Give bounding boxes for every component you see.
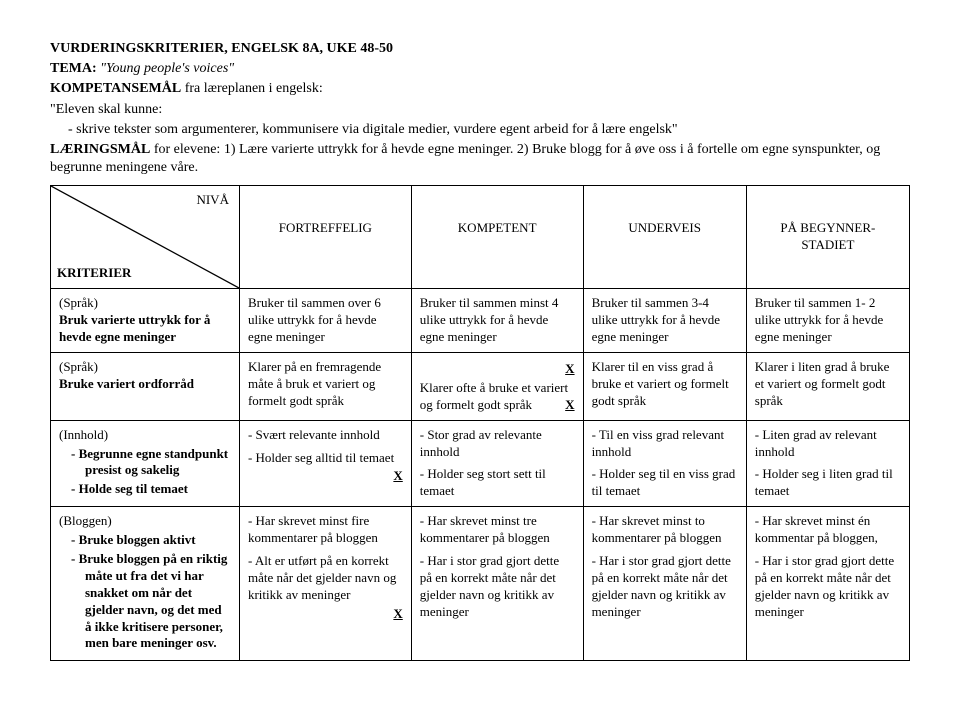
criterion-cell: (Bloggen) Bruke bloggen aktivt Bruke blo… xyxy=(51,507,240,661)
table-row: (Språk) Bruk varierte uttrykk for å hevd… xyxy=(51,289,910,353)
cell-text: - Har skrevet minst to kommentarer på bl… xyxy=(592,513,738,547)
criterion-category: (Innhold) xyxy=(59,427,231,444)
laeringsmaal-line: LÆRINGSMÅL for elevene: 1) Lære varierte… xyxy=(50,141,910,177)
title: VURDERINGSKRITERIER, ENGELSK 8A, UKE 48-… xyxy=(50,40,910,58)
kompetansemaal-line: KOMPETANSEMÅL fra læreplanen i engelsk: xyxy=(50,80,910,98)
bullet-line: - skrive tekster som argumenterer, kommu… xyxy=(50,121,910,139)
cell-fortreffelig: Bruker til sammen over 6 ulike uttrykk f… xyxy=(239,289,411,353)
criterion-cell: (Innhold) Begrunne egne standpunkt presi… xyxy=(51,420,240,507)
cell-kompetent: Bruker til sammen minst 4 ulike uttrykk … xyxy=(411,289,583,353)
cell-text: - Holder seg til en viss grad til temaet xyxy=(592,466,738,500)
cell-text: - Stor grad av relevante innhold xyxy=(420,427,575,461)
cell-begynner: - Har skrevet minst én kommentar på blog… xyxy=(746,507,909,661)
cell-kompetent: X Klarer ofte å bruke et variert og form… xyxy=(411,352,583,420)
cell-underveis: - Har skrevet minst to kommentarer på bl… xyxy=(583,507,746,661)
cell-text: - Liten grad av relevant innhold xyxy=(755,427,901,461)
cell-text: - Har skrevet minst tre kommentarer på b… xyxy=(420,513,575,547)
criterion-category: (Språk) xyxy=(59,295,231,312)
list-item: Begrunne egne standpunkt presist og sake… xyxy=(71,446,231,480)
cell-text: - Holder seg alltid til temaet xyxy=(248,450,403,467)
cell-text: - Har i stor grad gjort dette på en korr… xyxy=(420,553,575,621)
x-mark: X xyxy=(420,361,575,378)
cell-fortreffelig: Klarer på en fremragende måte å bruk et … xyxy=(239,352,411,420)
tema-label: TEMA: xyxy=(50,61,97,76)
kriterier-label: KRITERIER xyxy=(57,265,131,282)
table-row: (Innhold) Begrunne egne standpunkt presi… xyxy=(51,420,910,507)
cell-text: - Holder seg stort sett til temaet xyxy=(420,466,575,500)
cell-begynner: - Liten grad av relevant innhold - Holde… xyxy=(746,420,909,507)
cell-text: Klarer ofte å bruke et variert og formel… xyxy=(420,380,568,412)
laeringsmaal-label: LÆRINGSMÅL xyxy=(50,142,150,157)
cell-underveis: - Til en viss grad relevant innhold - Ho… xyxy=(583,420,746,507)
cell-underveis: Bruker til sammen 3-4 ulike uttrykk for … xyxy=(583,289,746,353)
cell-text: - Holder seg i liten grad til temaet xyxy=(755,466,901,500)
criterion-name: Bruk varierte uttrykk for å hevde egne m… xyxy=(59,312,231,346)
cell-text: - Har i stor grad gjort dette på en korr… xyxy=(755,553,901,621)
criterion-list: Bruke bloggen aktivt Bruke bloggen på en… xyxy=(59,532,231,652)
laeringsmaal-rest: for elevene: 1) Lære varierte uttrykk fo… xyxy=(50,142,880,175)
table-header-row: NIVÅ KRITERIER FORTREFFELIG KOMPETENT UN… xyxy=(51,186,910,289)
criterion-name: Bruke variert ordforråd xyxy=(59,376,231,393)
cell-text: - Har skrevet minst fire kommentarer på … xyxy=(248,513,403,547)
col-header-4: PÅ BEGYNNER-STADIET xyxy=(746,186,909,289)
criterion-category: (Språk) xyxy=(59,359,231,376)
col-header-3: UNDERVEIS xyxy=(583,186,746,289)
cell-text: - Har skrevet minst én kommentar på blog… xyxy=(755,513,901,547)
tema-line: TEMA: "Young people's voices" xyxy=(50,60,910,78)
col-header-2: KOMPETENT xyxy=(411,186,583,289)
cell-text: - Alt er utført på en korrekt måte når d… xyxy=(248,553,403,604)
criterion-category: (Bloggen) xyxy=(59,513,231,530)
table-row: (Språk) Bruke variert ordforråd Klarer p… xyxy=(51,352,910,420)
cell-kompetent: - Har skrevet minst tre kommentarer på b… xyxy=(411,507,583,661)
col-header-1: FORTREFFELIG xyxy=(239,186,411,289)
list-item: Holde seg til temaet xyxy=(71,481,231,498)
cell-begynner: Bruker til sammen 1- 2 ulike uttrykk for… xyxy=(746,289,909,353)
x-mark: X xyxy=(248,606,403,623)
komp-rest: fra læreplanen i engelsk: xyxy=(181,81,323,96)
cell-fortreffelig: - Har skrevet minst fire kommentarer på … xyxy=(239,507,411,661)
cell-underveis: Klarer til en viss grad å bruke et varie… xyxy=(583,352,746,420)
cell-text: - Til en viss grad relevant innhold xyxy=(592,427,738,461)
cell-text: - Svært relevante innhold xyxy=(248,427,403,444)
table-row: (Bloggen) Bruke bloggen aktivt Bruke blo… xyxy=(51,507,910,661)
x-mark: X xyxy=(248,468,403,485)
cell-fortreffelig: - Svært relevante innhold - Holder seg a… xyxy=(239,420,411,507)
x-mark: X xyxy=(565,397,574,414)
cell-text: - Har i stor grad gjort dette på en korr… xyxy=(592,553,738,621)
komp-label: KOMPETANSEMÅL xyxy=(50,81,181,96)
criterion-cell: (Språk) Bruk varierte uttrykk for å hevd… xyxy=(51,289,240,353)
criterion-cell: (Språk) Bruke variert ordforråd xyxy=(51,352,240,420)
niva-label: NIVÅ xyxy=(196,192,229,209)
diag-cell: NIVÅ KRITERIER xyxy=(51,186,240,289)
rubric-table: NIVÅ KRITERIER FORTREFFELIG KOMPETENT UN… xyxy=(50,185,910,661)
cell-begynner: Klarer i liten grad å bruke et variert o… xyxy=(746,352,909,420)
cell-kompetent: - Stor grad av relevante innhold - Holde… xyxy=(411,420,583,507)
list-item: Bruke bloggen aktivt xyxy=(71,532,231,549)
list-item: Bruke bloggen på en riktig måte ut fra d… xyxy=(71,551,231,652)
eleven-line: "Eleven skal kunne: xyxy=(50,101,910,119)
tema-value: "Young people's voices" xyxy=(100,61,234,76)
criterion-list: Begrunne egne standpunkt presist og sake… xyxy=(59,446,231,499)
